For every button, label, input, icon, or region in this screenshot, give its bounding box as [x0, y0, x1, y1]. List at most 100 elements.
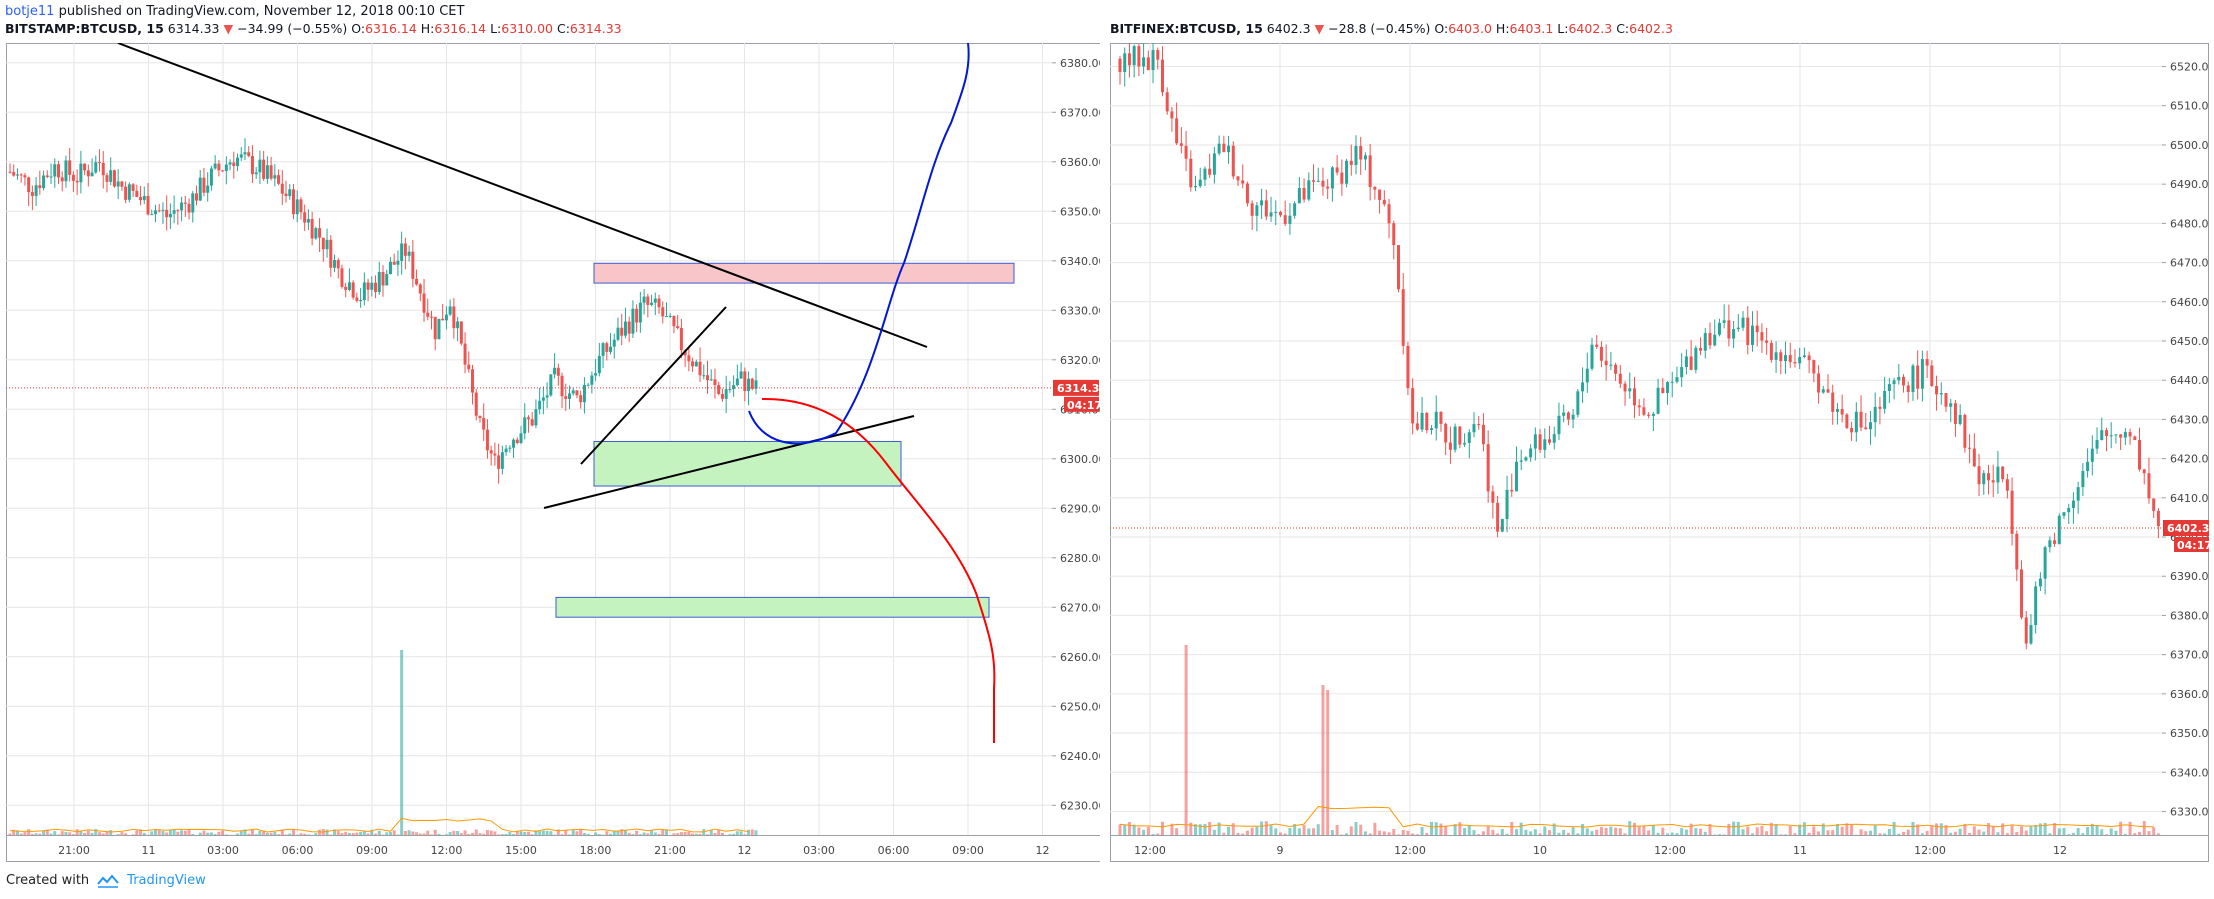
- volume-bar: [500, 834, 504, 835]
- candle-body: [1217, 143, 1221, 154]
- candle-body: [754, 380, 758, 389]
- y-tick-label: 6300.00: [1060, 453, 1100, 466]
- volume-bar: [314, 833, 318, 835]
- candle-body: [1127, 53, 1131, 66]
- candle-body: [497, 455, 501, 469]
- candle-body: [1340, 172, 1344, 184]
- volume-bar: [1406, 830, 1410, 835]
- volume-bar: [1529, 831, 1533, 835]
- volume-bar: [90, 832, 94, 835]
- candle-body: [1345, 160, 1349, 184]
- volume-bar: [650, 830, 654, 835]
- left-last: 6314.33: [167, 21, 220, 36]
- volume-bar: [1736, 821, 1740, 835]
- volume-bar: [325, 829, 329, 835]
- candle-body: [1227, 145, 1231, 153]
- volume-bar: [153, 829, 157, 835]
- volume-bar: [672, 833, 676, 835]
- candle-body: [1288, 215, 1292, 224]
- right-high-label: H:: [1495, 21, 1510, 36]
- volume-bar: [1510, 821, 1514, 835]
- tradingview-brand-link[interactable]: TradingView: [127, 873, 206, 888]
- candle-body: [694, 361, 698, 367]
- candle-body: [500, 452, 504, 469]
- candle-body: [284, 193, 288, 197]
- x-axis-frame: [6, 835, 1100, 862]
- volume-bar: [1595, 829, 1599, 835]
- candle-body: [79, 163, 83, 183]
- candle-body: [1972, 448, 1976, 467]
- volume-bar: [1160, 821, 1164, 835]
- candle-body: [1448, 442, 1452, 450]
- volume-bar: [1618, 828, 1622, 835]
- candle-body: [1392, 223, 1396, 246]
- candle-body: [306, 219, 310, 223]
- candle-body: [310, 219, 314, 239]
- volume-bar: [1968, 832, 1972, 835]
- candle-body: [2138, 440, 2142, 470]
- y-tick-label: 6260.00: [1060, 651, 1100, 664]
- right-symbol[interactable]: BITFINEX:BTCUSD: [1110, 21, 1237, 36]
- candle-body: [1953, 403, 1957, 424]
- volume-bar: [1467, 825, 1471, 835]
- right-chart[interactable]: 6520.0 6510.0 6500.0 6490.0 6480.0 6470.0 6460…: [1110, 43, 2210, 863]
- candle-body: [646, 296, 650, 305]
- candle-body: [1930, 365, 1934, 386]
- volume-bar: [1392, 828, 1396, 835]
- volume-bar: [1802, 822, 1806, 835]
- volume-bar: [1142, 829, 1146, 835]
- support-zone-lower: [555, 596, 990, 618]
- candle-body: [2104, 430, 2108, 437]
- volume-bar: [38, 833, 42, 835]
- x-tick-label: 11: [1793, 844, 1807, 857]
- y-tick-label: 6380.00: [1060, 57, 1100, 70]
- candle-body: [1632, 388, 1636, 406]
- candle-body: [1524, 457, 1528, 461]
- volume-bar: [1330, 830, 1334, 835]
- author-link[interactable]: botje11: [5, 4, 55, 19]
- volume-bar: [284, 834, 288, 835]
- volume-bar: [1925, 830, 1929, 835]
- volume-bar: [1411, 833, 1415, 835]
- volume-bar: [243, 829, 247, 835]
- candle-body: [747, 378, 751, 392]
- left-chart[interactable]: 6380.00 6370.00 6360.00 6350.00 6340.00 6330.…: [6, 43, 1100, 863]
- left-symbol[interactable]: BITSTAMP:BTCUSD: [5, 21, 138, 36]
- volume-bar: [1137, 827, 1141, 835]
- candle-body: [1675, 377, 1679, 382]
- volume-bar: [1916, 824, 1920, 835]
- candle-body: [489, 450, 493, 454]
- candle-body: [64, 160, 68, 182]
- candle-body: [1911, 365, 1915, 393]
- down-arrow-icon: ▼: [1314, 21, 1325, 36]
- volume-bar: [444, 834, 448, 835]
- candle-body: [1793, 362, 1797, 364]
- candle-body: [1151, 50, 1155, 71]
- volume-bar: [1637, 826, 1641, 835]
- volume-bar: [303, 833, 307, 835]
- candle-body: [1708, 333, 1712, 346]
- candle-body: [56, 164, 60, 178]
- candle-body: [172, 210, 176, 214]
- volume-bar: [1873, 824, 1877, 835]
- candle-body: [1831, 392, 1835, 412]
- candle-body: [1873, 406, 1877, 423]
- volume-bar: [2109, 828, 2113, 835]
- candle-body: [1713, 334, 1717, 346]
- volume-bar: [370, 829, 374, 835]
- y-tick-label: 6380.0: [2170, 609, 2209, 622]
- volume-bar: [56, 834, 60, 835]
- volume-bar: [79, 831, 83, 835]
- candle-body: [1335, 167, 1339, 173]
- candle-body: [623, 321, 627, 336]
- y-tick-label: 6480.0: [2170, 217, 2209, 230]
- volume-bar: [2024, 830, 2028, 835]
- volume-bar: [709, 829, 713, 835]
- candle-body: [1467, 432, 1471, 443]
- bearish-projection-curve: [761, 397, 996, 743]
- volume-bar: [1127, 822, 1131, 835]
- volume-bar: [1902, 831, 1906, 835]
- bullish-projection-curve: [748, 43, 970, 445]
- candle-body: [168, 213, 172, 218]
- volume-bar: [687, 831, 691, 835]
